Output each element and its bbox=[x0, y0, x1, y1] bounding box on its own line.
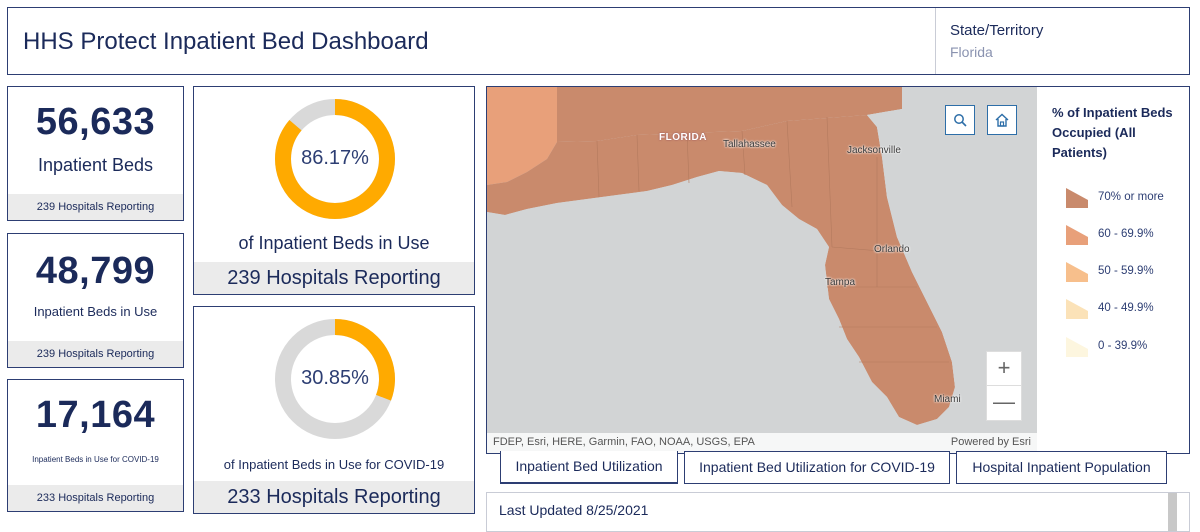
page-title: HHS Protect Inpatient Bed Dashboard bbox=[23, 28, 429, 55]
donut-card-beds-covid: 30.85% of Inpatient Beds in Use for COVI… bbox=[193, 306, 475, 514]
stat-value: 17,164 bbox=[35, 394, 156, 436]
map-legend: % of Inpatient Beds Occupied (All Patien… bbox=[1038, 87, 1189, 453]
donut-footer: 239 Hospitals Reporting bbox=[194, 262, 474, 294]
county-lines bbox=[596, 116, 949, 363]
search-icon-glyph bbox=[954, 114, 967, 127]
legend-swatch bbox=[1066, 188, 1088, 208]
donut-chart bbox=[275, 319, 395, 439]
donut-arc bbox=[275, 99, 395, 219]
search-icon[interactable] bbox=[945, 105, 975, 135]
legend-label: 40 - 49.9% bbox=[1098, 302, 1154, 314]
legend-swatch bbox=[1066, 262, 1088, 282]
stat-card-beds-in-use: 48,799 Inpatient Beds in Use 239 Hospita… bbox=[7, 233, 184, 368]
stat-label: Inpatient Beds bbox=[37, 155, 154, 175]
tab-hospital-inpatient-population[interactable]: Hospital Inpatient Population bbox=[956, 451, 1167, 484]
legend-label: 0 - 39.9% bbox=[1098, 340, 1148, 352]
zoom-control: + — bbox=[986, 351, 1022, 421]
stat-footer: 233 Hospitals Reporting bbox=[8, 485, 183, 511]
stat-card-inpatient-beds: 56,633 Inpatient Beds 239 Hospitals Repo… bbox=[7, 86, 184, 221]
legend-label: 50 - 59.9% bbox=[1098, 265, 1154, 277]
city-label: Miami bbox=[934, 394, 961, 405]
map-view[interactable]: FLORIDA Tallahassee Jacksonville Orlando… bbox=[487, 87, 1037, 453]
state-selector[interactable]: State/Territory Florida bbox=[935, 8, 1191, 74]
legend-swatch bbox=[1066, 299, 1088, 319]
stat-value: 56,633 bbox=[35, 101, 156, 143]
donut-percent: 86.17% bbox=[301, 147, 369, 169]
stat-footer: 239 Hospitals Reporting bbox=[8, 194, 183, 220]
map-panel: FLORIDA Tallahassee Jacksonville Orlando… bbox=[486, 86, 1190, 454]
donut-arc bbox=[275, 319, 395, 439]
tab-inpatient-bed-utilization-covid[interactable]: Inpatient Bed Utilization for COVID-19 bbox=[684, 451, 950, 484]
donut-chart bbox=[275, 99, 395, 219]
attribution-text: FDEP, Esri, HERE, Garmin, FAO, NOAA, USG… bbox=[493, 436, 755, 448]
georgia-region bbox=[557, 87, 902, 142]
city-label: Orlando bbox=[874, 244, 910, 255]
last-updated-text: Last Updated 8/25/2021 bbox=[499, 502, 649, 518]
donut-card-beds-in-use: 86.17% of Inpatient Beds in Use 239 Hosp… bbox=[193, 86, 475, 295]
tab-inpatient-bed-utilization[interactable]: Inpatient Bed Utilization bbox=[500, 451, 678, 484]
legend-swatch bbox=[1066, 337, 1088, 357]
stat-label: Inpatient Beds in Use bbox=[33, 304, 158, 319]
state-label: State/Territory bbox=[950, 22, 1044, 39]
map-state-label: FLORIDA bbox=[659, 132, 707, 143]
legend-title: % of Inpatient Beds Occupied (All Patien… bbox=[1052, 105, 1173, 160]
home-icon[interactable] bbox=[987, 105, 1017, 135]
stat-card-beds-covid: 17,164 Inpatient Beds in Use for COVID-1… bbox=[7, 379, 184, 512]
donut-label: of Inpatient Beds in Use bbox=[238, 233, 430, 253]
legend-swatch bbox=[1066, 225, 1088, 245]
zoom-out-button[interactable]: — bbox=[993, 389, 1015, 414]
donut-label: of Inpatient Beds in Use for COVID-19 bbox=[223, 457, 445, 472]
city-label: Tampa bbox=[825, 277, 856, 288]
last-updated-panel: Last Updated 8/25/2021 bbox=[486, 492, 1190, 532]
header-panel: HHS Protect Inpatient Bed Dashboard Stat… bbox=[7, 7, 1190, 75]
alabama-region bbox=[487, 87, 557, 185]
map-attribution: FDEP, Esri, HERE, Garmin, FAO, NOAA, USG… bbox=[487, 433, 1037, 453]
city-label: Jacksonville bbox=[847, 145, 901, 156]
legend-label: 70% or more bbox=[1098, 191, 1164, 203]
florida-state bbox=[487, 115, 955, 425]
home-icon-glyph bbox=[995, 113, 1009, 127]
state-value[interactable]: Florida bbox=[950, 44, 993, 60]
florida-map[interactable] bbox=[487, 87, 1037, 453]
donut-footer: 233 Hospitals Reporting bbox=[194, 481, 474, 513]
zoom-in-button[interactable]: + bbox=[987, 352, 1021, 386]
city-label: Tallahassee bbox=[723, 139, 776, 150]
legend-label: 60 - 69.9% bbox=[1098, 228, 1154, 240]
stat-footer: 239 Hospitals Reporting bbox=[8, 341, 183, 367]
stat-label: Inpatient Beds in Use for COVID-19 bbox=[32, 455, 159, 464]
powered-by-link[interactable]: Powered by Esri bbox=[950, 436, 1031, 448]
scrollbar[interactable] bbox=[1168, 493, 1177, 531]
stat-value: 48,799 bbox=[35, 250, 156, 292]
donut-percent: 30.85% bbox=[301, 367, 369, 389]
